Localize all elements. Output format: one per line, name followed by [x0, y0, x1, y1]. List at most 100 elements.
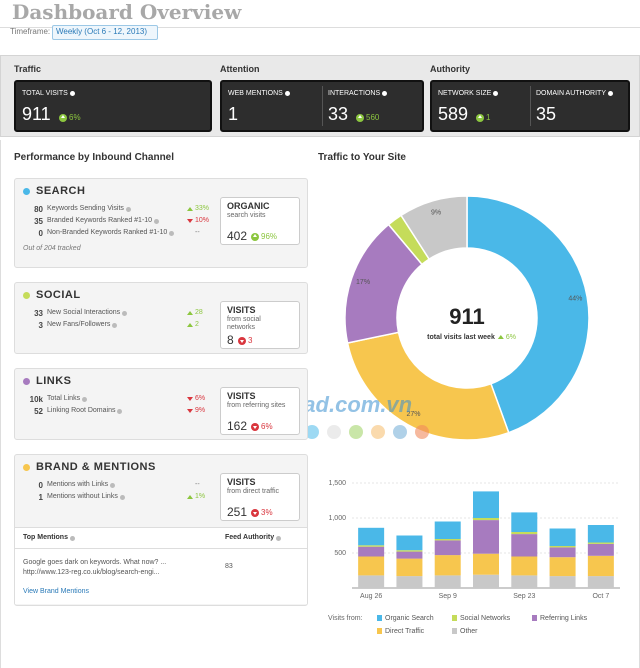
badge-arrow	[253, 234, 257, 237]
metric-value: 80	[34, 205, 43, 214]
legend-label: Other	[460, 628, 478, 635]
metric-value: 1	[38, 493, 43, 502]
trend-up-badge	[356, 114, 364, 122]
metric-label: New Social Interactions	[47, 309, 121, 316]
legend-swatch	[377, 615, 382, 621]
bar-segment	[358, 545, 385, 547]
bar-segment	[473, 491, 499, 518]
info-icon	[126, 207, 131, 212]
bar-segment	[473, 520, 499, 554]
y-tick-label: 1,000	[328, 515, 346, 522]
legend-swatch	[532, 615, 537, 621]
kpi-change: 1	[486, 113, 491, 122]
x-tick-label: Oct 7	[592, 593, 609, 600]
visits-box-value: 402	[227, 229, 248, 243]
bar-segment	[358, 556, 385, 576]
bar-segment	[549, 528, 576, 546]
kpi-label: WEB MENTIONS	[228, 90, 283, 97]
y-tick-label: 1,500	[328, 480, 346, 487]
bar-segment	[434, 555, 461, 576]
kpi-label: TOTAL VISITS	[22, 90, 68, 97]
kpi-change: 6%	[69, 113, 81, 122]
metric-label: Linking Root Domains	[47, 407, 116, 414]
info-icon	[70, 91, 75, 96]
channel-card: BRAND & MENTIONS 0 Mentions with Links -- 1 M…	[14, 454, 308, 606]
donut-slice	[466, 195, 590, 434]
legend-label: Organic Search	[385, 615, 434, 622]
metric-change: 2	[195, 321, 199, 328]
bar-segment	[396, 551, 423, 559]
metric-value: 0	[38, 481, 43, 490]
trend-down-icon	[187, 219, 193, 223]
timeframe-dropdown[interactable]: Weekly (Oct 6 - 12, 2013)	[52, 25, 158, 40]
bar-segment	[473, 553, 499, 575]
channel-card: SEARCH 80 Keywords Sending Visits 33% 35 Bran…	[14, 178, 308, 268]
metric-change: 10%	[195, 217, 210, 224]
kpi-label: INTERACTIONS	[328, 90, 381, 97]
kpi-label: NETWORK SIZE	[438, 90, 492, 97]
metric-label: Branded Keywords Ranked #1-10	[47, 217, 153, 224]
bar-segment	[511, 534, 538, 557]
bar-segment	[511, 512, 538, 532]
badge-arrow	[61, 115, 65, 118]
feed-authority: 83	[225, 563, 233, 570]
kpi-value: 911	[22, 104, 51, 124]
trend-down-badge	[251, 423, 259, 431]
donut-center-label: total visits last week	[427, 334, 495, 341]
kpi-value: 589	[438, 104, 469, 124]
bar-segment	[511, 532, 538, 535]
kpi-change: 560	[366, 113, 380, 122]
visits-box-subtitle: from social networks	[227, 316, 261, 331]
legend-label: Direct Traffic	[385, 628, 425, 635]
kpi-label: DOMAIN AUTHORITY	[536, 90, 607, 97]
kpi-group-title: Attention	[220, 64, 260, 74]
carousel-dot	[415, 425, 429, 439]
visits-box-change: 96%	[261, 232, 278, 241]
carousel-dot	[349, 425, 363, 439]
legend-label: Referring Links	[540, 615, 588, 622]
info-icon	[608, 91, 613, 96]
metric-change: --	[195, 229, 200, 236]
metric-label: Keywords Sending Visits	[47, 205, 124, 212]
metric-value: 10k	[29, 395, 43, 404]
donut-center-value: 911	[449, 304, 485, 329]
bar-segment	[587, 525, 614, 543]
timeframe-value[interactable]: Weekly (Oct 6 - 12, 2013)	[56, 27, 147, 36]
y-tick-label: 500	[334, 550, 346, 557]
visits-box: VISITS from direct traffic 251 3%	[220, 473, 300, 521]
section-title: Traffic to Your Site	[318, 152, 406, 163]
badge-arrow	[358, 115, 362, 118]
legend-swatch	[452, 628, 457, 634]
bar-segment	[587, 543, 614, 556]
x-tick-label: Sep 9	[439, 593, 457, 600]
timeframe-label: Timeframe:	[10, 27, 51, 36]
channel-dot	[23, 464, 30, 471]
bar-segment	[434, 575, 461, 588]
channel-card: SOCIAL 33 New Social Interactions 28 3 New Fa…	[14, 282, 308, 354]
legend-label: Social Networks	[460, 615, 511, 622]
trend-up-icon	[497, 335, 504, 339]
trend-up-badge	[59, 114, 67, 122]
bar-segment	[549, 576, 576, 588]
visits-box-value: 8	[227, 333, 234, 347]
info-icon	[117, 409, 122, 414]
bar-segment	[396, 550, 423, 552]
view-brand-mentions-link[interactable]: View Brand Mentions	[23, 588, 90, 595]
badge-arrow	[253, 512, 257, 515]
trend-up-icon	[187, 495, 193, 499]
bar-segment	[549, 557, 576, 577]
visits-box-title: VISITS	[227, 305, 256, 315]
donut-slice	[346, 331, 510, 441]
kpi-value: 35	[536, 104, 557, 124]
bar-segment	[396, 558, 423, 577]
visits-box-value: 162	[227, 419, 248, 433]
info-icon	[120, 495, 125, 500]
info-icon	[276, 536, 281, 541]
bar-segment	[434, 521, 461, 539]
bar-segment	[396, 535, 423, 551]
metric-value: 0	[38, 229, 43, 238]
channel-name: LINKS	[36, 375, 72, 387]
channel-name: BRAND & MENTIONS	[36, 461, 156, 473]
page-title: Dashboard Overview	[12, 0, 242, 24]
